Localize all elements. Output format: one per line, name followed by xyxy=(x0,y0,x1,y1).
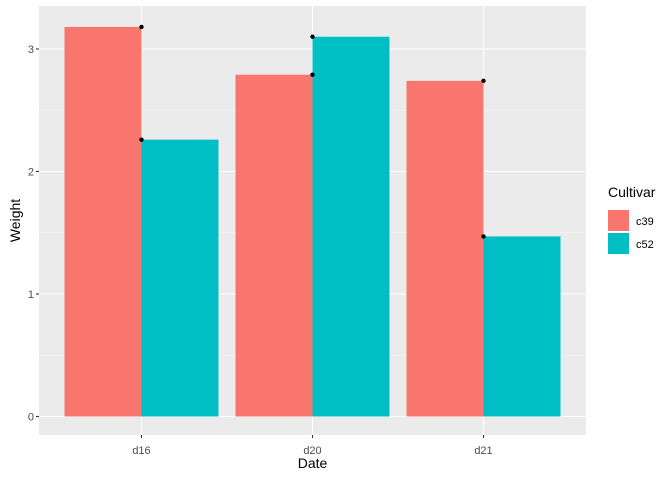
bar-c52-d20 xyxy=(312,36,390,417)
bar-c39-d20 xyxy=(235,74,313,417)
points xyxy=(139,24,486,239)
legend: Cultivar c39 c52 xyxy=(608,184,656,254)
legend-label-c39: c39 xyxy=(636,216,654,228)
point-c39-d20 xyxy=(310,72,315,77)
bars xyxy=(64,26,561,417)
x-tick-label: d20 xyxy=(303,445,321,457)
point-c52-d20 xyxy=(310,34,315,39)
y-tick-label: 1 xyxy=(28,289,34,301)
point-c39-d16 xyxy=(139,24,144,30)
point-c52-d21 xyxy=(481,234,486,239)
y-tick-label: 0 xyxy=(28,412,34,424)
y-axis-title: Weight xyxy=(7,199,23,242)
y-axis-ticks: 0 1 2 3 xyxy=(28,44,39,424)
legend-key-c39 xyxy=(608,210,629,231)
legend-title: Cultivar xyxy=(608,184,656,200)
legend-key-c52 xyxy=(608,233,629,254)
x-axis-ticks: d16 d20 d21 xyxy=(132,435,493,457)
point-c52-d16 xyxy=(139,137,144,142)
bar-c52-d16 xyxy=(141,139,219,417)
x-tick-label: d21 xyxy=(474,445,492,457)
legend-label-c52: c52 xyxy=(636,239,654,251)
y-tick-label: 2 xyxy=(28,167,34,179)
point-c39-d21 xyxy=(481,78,486,84)
x-tick-label: d16 xyxy=(132,445,150,457)
x-axis-title: Date xyxy=(298,455,328,471)
bar-c39-d21 xyxy=(406,80,484,417)
bar-c39-d16 xyxy=(64,26,142,417)
y-tick-label: 3 xyxy=(28,44,34,56)
bar-c52-d21 xyxy=(483,236,561,417)
